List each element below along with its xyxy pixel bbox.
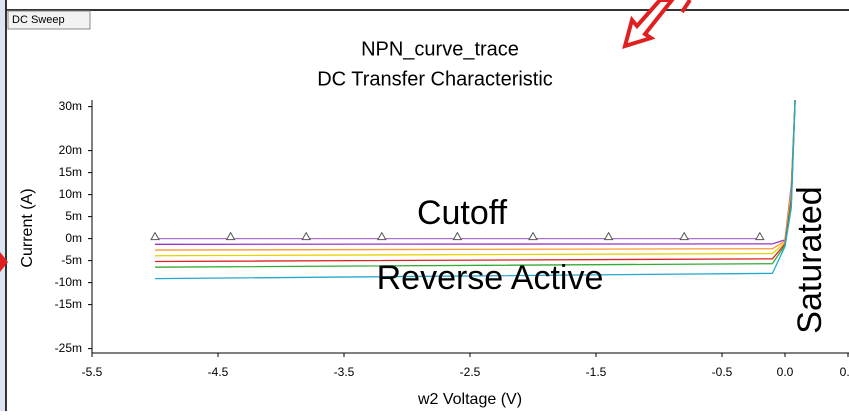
plot: 30m 20m 15m 10m 5m 0m -5m -10m -15m -25m-5.5 -4.5 -…	[55, 99, 849, 379]
triangle	[301, 231, 312, 241]
y-tick-label: -10m	[55, 275, 82, 289]
annotation: Saturated	[791, 186, 829, 333]
x-tick-label: -0.5	[712, 365, 733, 379]
y-axis-label: Current (A)	[19, 188, 36, 267]
annotation: Reverse Active	[377, 259, 604, 297]
y-tick-label: -15m	[55, 297, 82, 311]
triangle	[452, 231, 463, 241]
y-tick-label: -5m	[61, 253, 82, 267]
triangle	[679, 231, 690, 241]
triangle	[225, 231, 236, 241]
tab-label[interactable]: DC Sweep	[12, 14, 65, 26]
red-arrow-tail	[680, 0, 692, 14]
triangle	[528, 231, 538, 241]
window-edge	[0, 0, 6, 411]
chart-title: NPN_curve_trace	[361, 38, 519, 60]
x-tick-label: 0.0	[777, 365, 794, 379]
y-tick-label: 5m	[65, 209, 82, 223]
x-tick-label: -4.5	[208, 365, 229, 379]
y-tick-label: 15m	[59, 165, 82, 179]
triangle	[376, 231, 387, 241]
red-arrow	[622, 0, 675, 49]
triangle	[754, 231, 765, 241]
triangle	[150, 231, 160, 241]
triangle	[603, 231, 614, 241]
x-tick-label: 0.5	[840, 365, 849, 379]
x-tick-label: -3.5	[334, 365, 355, 379]
series-line	[154, 100, 796, 280]
y-tick-label: 10m	[59, 187, 82, 201]
y-tick-label: 20m	[59, 143, 82, 157]
x-axis-label: w2 Voltage (V)	[417, 391, 522, 408]
y-tick-label: 30m	[59, 99, 82, 113]
y-tick-label: -25m	[55, 341, 82, 355]
x-tick-label: -1.5	[586, 365, 607, 379]
annotation: Cutoff	[417, 194, 508, 232]
tab[interactable]	[7, 10, 91, 30]
x-tick-label: -5.5	[82, 365, 103, 379]
y-tick-label: 0m	[65, 231, 82, 245]
side-marker	[0, 252, 8, 272]
chart-subtitle: DC Transfer Characteristic	[317, 68, 553, 90]
x-tick-label: -2.5	[460, 365, 481, 379]
